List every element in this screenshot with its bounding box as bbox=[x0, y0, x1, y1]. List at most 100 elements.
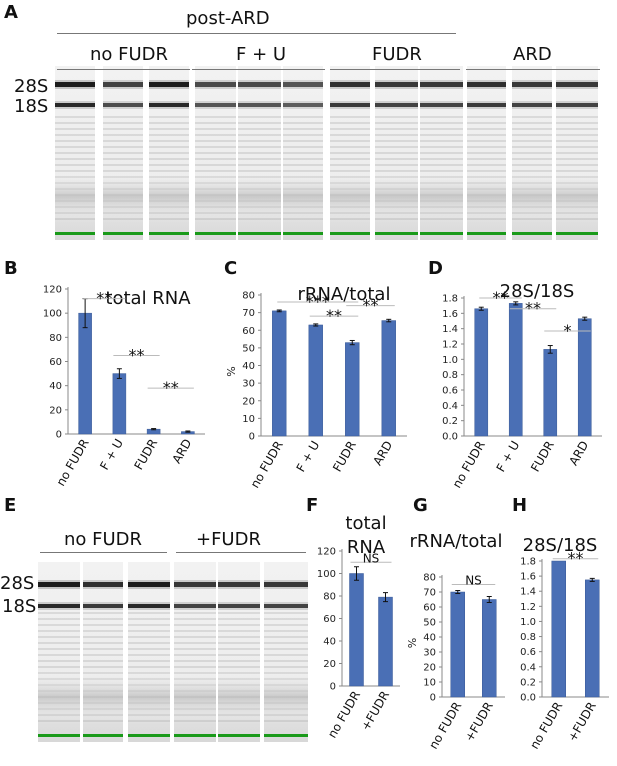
gel-faint-band bbox=[264, 666, 308, 668]
gel-faint-band bbox=[264, 642, 308, 644]
gel-faint-band bbox=[103, 116, 143, 118]
y-tick-label: 0.4 bbox=[520, 662, 536, 673]
gel-faint-band bbox=[83, 618, 123, 620]
gel-faint-band bbox=[174, 624, 216, 626]
green-marker bbox=[420, 232, 463, 235]
gel-faint-band bbox=[128, 648, 170, 650]
y-tick-label: 0.6 bbox=[442, 386, 458, 397]
green-marker bbox=[83, 734, 123, 737]
band-28s bbox=[103, 82, 143, 87]
green-marker bbox=[330, 232, 370, 235]
y-tick-label: 1.6 bbox=[520, 572, 536, 583]
gel-faint-band bbox=[283, 146, 323, 148]
band-18s-halo bbox=[83, 602, 123, 610]
gel-faint-band bbox=[218, 612, 260, 614]
gel-section-gap bbox=[189, 66, 193, 240]
gel-faint-band bbox=[375, 128, 418, 130]
y-tick-label: 40 bbox=[242, 361, 255, 372]
band-18s bbox=[375, 103, 418, 107]
gel-faint-band bbox=[103, 158, 143, 160]
gel-faint-band bbox=[466, 128, 506, 130]
gel-faint-band bbox=[283, 128, 323, 130]
gel-faint-band bbox=[238, 122, 281, 124]
gel-faint-band bbox=[174, 654, 216, 656]
gel-faint-band bbox=[218, 648, 260, 650]
gel-smear bbox=[420, 170, 463, 223]
gel-faint-band bbox=[195, 164, 236, 166]
gel-faint-band bbox=[55, 128, 95, 130]
y-tick-label: 0 bbox=[249, 432, 255, 443]
gel-faint-band bbox=[512, 140, 552, 142]
y-tick-label: 0 bbox=[56, 430, 62, 441]
gel-smear bbox=[195, 170, 236, 223]
band-28s bbox=[38, 582, 80, 587]
gel-a-group-line-2 bbox=[192, 69, 325, 70]
green-marker bbox=[128, 734, 170, 737]
y-tick-label: 0.0 bbox=[442, 432, 458, 443]
gel-section-gap bbox=[463, 66, 467, 240]
gel-faint-band bbox=[174, 666, 216, 668]
gel-faint-band bbox=[83, 660, 123, 662]
y-tick-label: 50 bbox=[242, 343, 255, 354]
chart-h: 28S/18S 0.0 0.2 0.4 0.6 0.8 1.0 1.2 1.4 1.6 1.8 no … bbox=[520, 535, 609, 752]
gel-smear bbox=[330, 170, 370, 223]
category-label: no FUDR bbox=[450, 439, 488, 491]
green-marker bbox=[466, 232, 506, 235]
bar bbox=[577, 318, 592, 437]
band-18s bbox=[195, 103, 236, 107]
gel-a-group-line-3 bbox=[330, 69, 460, 70]
gel-faint-band bbox=[466, 140, 506, 142]
chart-title: total RNA bbox=[105, 288, 191, 309]
y-tick-label: 80 bbox=[49, 333, 62, 344]
gel-faint-band bbox=[38, 642, 80, 644]
gel-faint-band bbox=[420, 152, 463, 154]
gel-smear bbox=[512, 170, 552, 223]
band-28s-halo bbox=[238, 80, 281, 89]
gel-faint-band bbox=[238, 152, 281, 154]
bar bbox=[585, 579, 600, 698]
gel-section-gap bbox=[323, 66, 327, 240]
band-28s bbox=[149, 82, 189, 87]
band-18s-halo bbox=[556, 101, 598, 109]
category-label: FUDR bbox=[330, 439, 359, 475]
category-label: no FUDR bbox=[426, 700, 464, 752]
gel-faint-band bbox=[283, 164, 323, 166]
gel-faint-band bbox=[375, 146, 418, 148]
panel-letter-a: A bbox=[4, 2, 18, 23]
gel-faint-band bbox=[55, 152, 95, 154]
gel-faint-band bbox=[149, 146, 189, 148]
gel-faint-band bbox=[238, 158, 281, 160]
gel-smear bbox=[556, 170, 598, 223]
category-label: FUDR bbox=[131, 437, 160, 473]
chart-title: rRNA/total bbox=[298, 284, 391, 305]
band-28s-halo bbox=[512, 80, 552, 89]
gel-faint-band bbox=[375, 152, 418, 154]
gel-faint-band bbox=[38, 624, 80, 626]
y-tick-label: 60 bbox=[49, 357, 62, 368]
band-18s bbox=[420, 103, 463, 107]
gel-a-group-2: F + U bbox=[236, 44, 287, 65]
gel-faint-band bbox=[466, 164, 506, 166]
y-tick-label: 70 bbox=[242, 308, 255, 319]
gel-faint-band bbox=[238, 128, 281, 130]
gel-faint-band bbox=[283, 158, 323, 160]
gel-faint-band bbox=[238, 134, 281, 136]
gel-faint-band bbox=[195, 146, 236, 148]
gel-faint-band bbox=[55, 158, 95, 160]
y-axis-label: % bbox=[225, 366, 238, 376]
band-18s-halo bbox=[264, 602, 308, 610]
band-28s bbox=[283, 82, 323, 87]
y-tick-label: 1.0 bbox=[442, 355, 458, 366]
gel-faint-band bbox=[330, 122, 370, 124]
y-tick-label: 0.2 bbox=[520, 677, 536, 688]
gel-faint-band bbox=[466, 146, 506, 148]
band-28s-halo bbox=[375, 80, 418, 89]
gel-faint-band bbox=[128, 660, 170, 662]
gel-faint-band bbox=[283, 116, 323, 118]
green-marker bbox=[55, 232, 95, 235]
panel-letter-d: D bbox=[428, 258, 443, 279]
gel-faint-band bbox=[238, 164, 281, 166]
gel-faint-band bbox=[283, 122, 323, 124]
gel-e-image bbox=[38, 562, 308, 742]
gel-faint-band bbox=[195, 134, 236, 136]
